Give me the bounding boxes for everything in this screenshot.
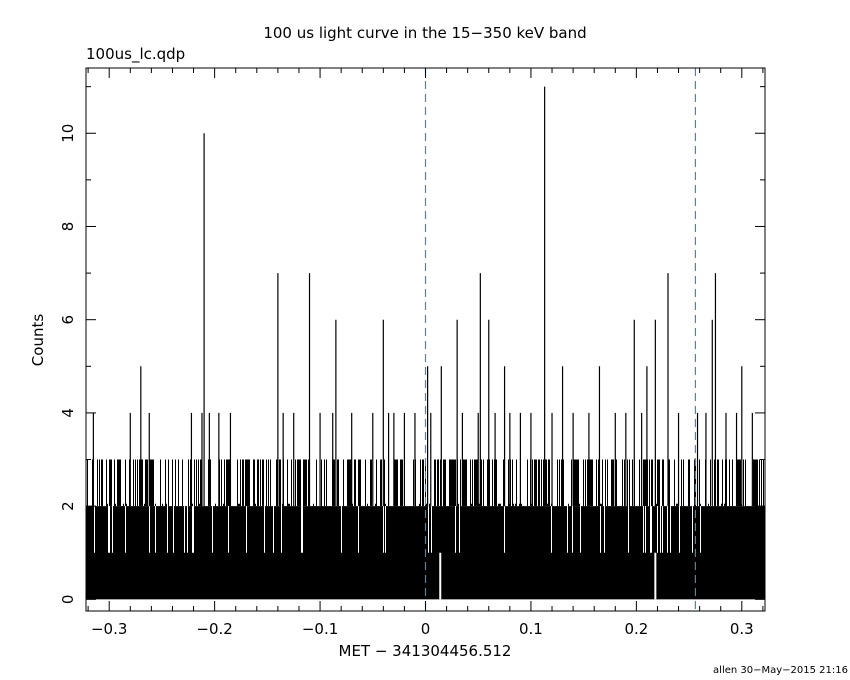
x-tick-label: −0.1 <box>302 620 338 638</box>
x-axis-ticks: −0.3 −0.2 −0.1 0 0.1 0.2 0.3 <box>87 68 764 638</box>
y-axis-ticks: 0 2 4 6 8 10 <box>59 86 765 605</box>
x-tick-label: −0.2 <box>196 620 232 638</box>
y-tick-label: 8 <box>59 222 77 232</box>
y-tick-label: 10 <box>59 124 77 143</box>
y-tick-label: 2 <box>59 501 77 511</box>
y-axis-label: Counts <box>29 314 47 367</box>
y-tick-label: 6 <box>59 315 77 325</box>
count-bars <box>86 86 765 600</box>
chart-title: 100 us light curve in the 15−350 keV ban… <box>263 24 586 42</box>
x-tick-label: 0 <box>421 620 431 638</box>
x-tick-label: 0.1 <box>519 620 543 638</box>
y-tick-label: 4 <box>59 408 77 418</box>
x-tick-label: 0.3 <box>730 620 754 638</box>
x-tick-label: −0.3 <box>91 620 127 638</box>
x-tick-label: 0.2 <box>624 620 648 638</box>
x-axis-label: MET − 341304456.512 <box>339 642 512 660</box>
footer-credit: allen 30−May−2015 21:16 <box>713 665 848 676</box>
y-tick-label: 0 <box>59 595 77 605</box>
chart-subtitle: 100us_lc.qdp <box>86 45 185 64</box>
